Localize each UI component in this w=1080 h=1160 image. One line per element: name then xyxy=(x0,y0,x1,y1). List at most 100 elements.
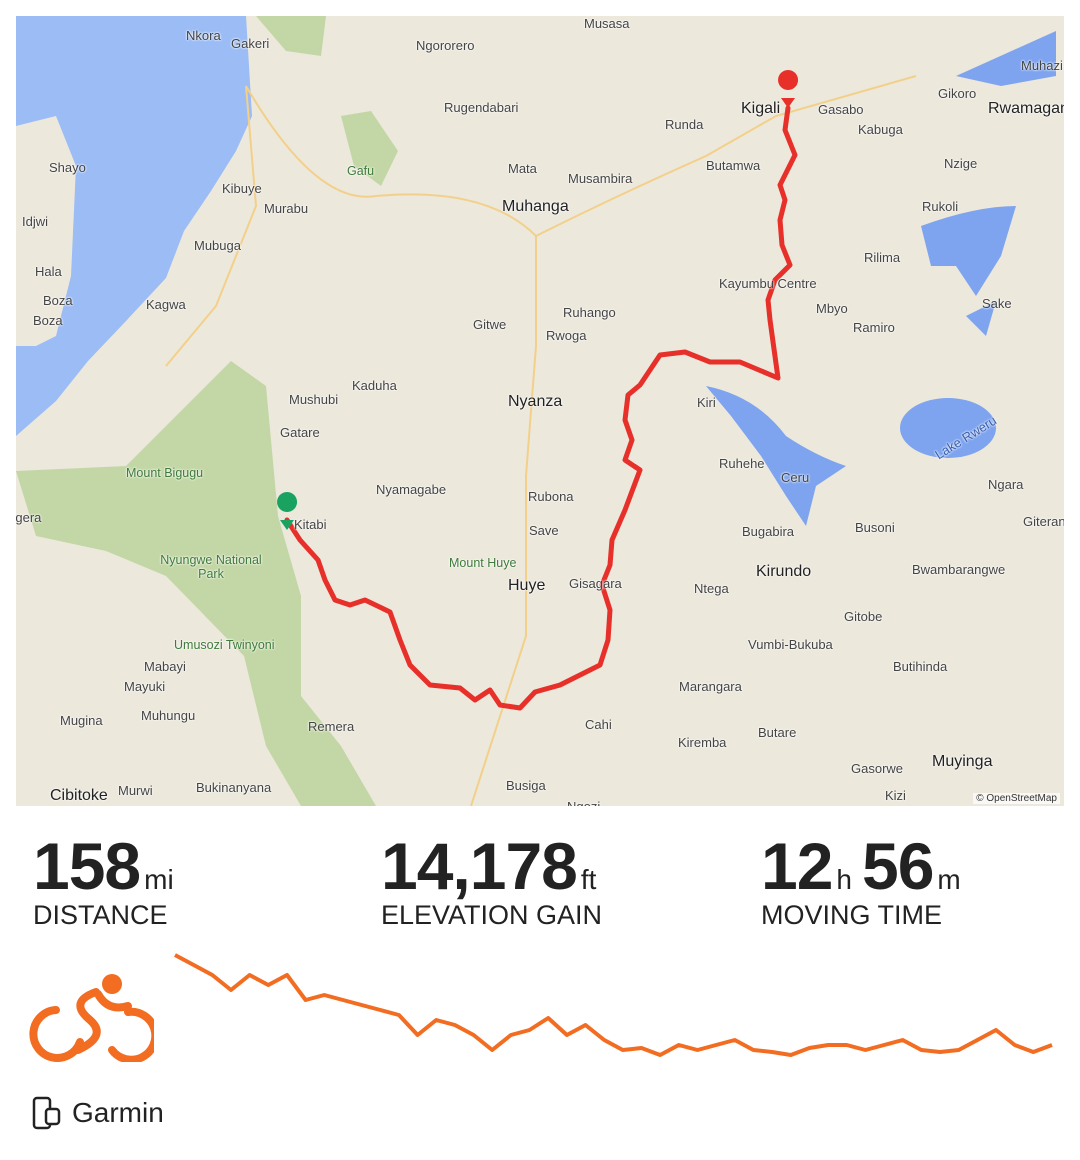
place-label: Muhazi xyxy=(1021,58,1063,73)
place-label: Idjwi xyxy=(22,214,49,229)
place-label: Vumbi-Bukuba xyxy=(748,637,833,652)
place-label: Musasa xyxy=(584,16,630,31)
elevation-line xyxy=(174,953,1053,1057)
lake-kivu xyxy=(16,16,252,436)
place-label: Huye xyxy=(508,577,546,594)
place-label: Rwoga xyxy=(546,328,587,343)
place-label: Rilima xyxy=(864,250,901,265)
place-label: Gitobe xyxy=(844,609,883,624)
lake-muhazi xyxy=(956,31,1056,86)
place-label: Mugina xyxy=(60,713,103,728)
place-label: Hala xyxy=(35,264,62,279)
place-label: Mbyo xyxy=(816,301,848,316)
forest-top xyxy=(256,16,326,56)
elevation-label: ELEVATION GAIN xyxy=(381,900,603,930)
place-label: Ngara xyxy=(988,477,1024,492)
place-label: Umusozi Twinyoni xyxy=(174,638,275,652)
elevation-profile-chart xyxy=(174,953,1053,1057)
place-label: Gatare xyxy=(280,425,320,440)
place-label: Save xyxy=(529,523,559,538)
place-label: Kayumbu Centre xyxy=(719,276,817,291)
lake-kivu-shore-island xyxy=(16,116,76,346)
place-label: Kigali xyxy=(741,100,781,117)
place-label: Giteranyi xyxy=(1023,514,1064,529)
finish-marker-icon[interactable] xyxy=(778,70,799,108)
place-label: Sake xyxy=(982,296,1012,311)
place-label: Gafu xyxy=(347,164,375,178)
moving-time-label: MOVING TIME xyxy=(761,900,943,930)
place-label: Muhanga xyxy=(502,198,569,215)
place-label: Cahi xyxy=(585,717,612,732)
minutes-unit: m xyxy=(937,864,961,895)
place-label: Boza xyxy=(43,293,73,308)
national-park xyxy=(16,361,376,806)
place-label: Nyamagabe xyxy=(376,482,447,497)
lake-small xyxy=(966,301,996,336)
lakes-east xyxy=(706,31,1056,526)
forest-gafu xyxy=(341,111,398,186)
place-label: Cibitoke xyxy=(50,787,108,804)
place-label: Nyanza xyxy=(508,393,563,410)
place-label: Butare xyxy=(758,725,797,740)
map-base xyxy=(16,16,1056,806)
route-map[interactable]: Musasa Nkora Gakeri Ngororero Muhazi Kigali Ga… xyxy=(16,16,1064,806)
road xyxy=(245,85,537,806)
stat-distance: 158 mi DISTANCE xyxy=(33,828,184,931)
place-label: Kizi xyxy=(885,788,906,803)
place-label: Kiri xyxy=(697,395,716,410)
lake-cyohoha xyxy=(706,386,846,526)
place-label: Runda xyxy=(665,117,704,132)
place-label: Butihinda xyxy=(893,659,948,674)
device-info: Garmin xyxy=(32,1096,164,1130)
lake-rilima xyxy=(921,206,1016,296)
place-label: Gikoro xyxy=(938,86,977,101)
place-label: Boza xyxy=(33,313,63,328)
place-label: Busiga xyxy=(506,778,546,793)
place-label: Gisagara xyxy=(569,576,622,591)
cycling-icon xyxy=(29,974,154,1062)
place-label: Ceru xyxy=(781,470,810,485)
place-label: Ramiro xyxy=(853,320,895,335)
place-label: Muyinga xyxy=(932,753,993,770)
place-label: Shayo xyxy=(49,160,86,175)
place-label: Ntega xyxy=(694,581,729,596)
place-label: Bukinanyana xyxy=(196,780,272,795)
place-label: Kiremba xyxy=(678,735,727,750)
place-label: Rwamagana xyxy=(988,100,1064,117)
place-label: Mount Huye xyxy=(449,556,517,570)
place-label: Kibuye xyxy=(222,181,262,196)
place-label: Mount Bigugu xyxy=(126,466,204,480)
distance-value: 158 xyxy=(33,829,141,903)
elevation-unit: ft xyxy=(580,864,597,895)
place-label: Gakeri xyxy=(231,36,270,51)
minutes-value: 56 xyxy=(862,829,934,903)
place-label: Mabayi xyxy=(144,659,186,674)
place-label: Remera xyxy=(308,719,355,734)
place-label: Kaduha xyxy=(352,378,397,393)
place-label: Butamwa xyxy=(706,158,761,173)
place-label: Gitwe xyxy=(473,317,507,332)
place-label: Rugendabari xyxy=(444,100,519,115)
place-label: Marangara xyxy=(679,679,742,694)
road xyxy=(535,75,917,237)
device-name: Garmin xyxy=(72,1097,164,1128)
place-label: Busoni xyxy=(855,520,895,535)
place-label: Mayuki xyxy=(124,679,166,694)
place-label: Kagwa xyxy=(146,297,186,312)
place-label: Kabuga xyxy=(858,122,903,137)
place-label: Kirundo xyxy=(756,563,812,580)
lake-rweru xyxy=(900,398,996,458)
hours-unit: h xyxy=(836,864,852,895)
start-marker-icon[interactable] xyxy=(277,492,298,530)
place-label: Mushubi xyxy=(289,392,339,407)
place-label: Mubuga xyxy=(194,238,241,253)
place-label: Ngera xyxy=(16,510,42,525)
place-label: Ngororero xyxy=(416,38,475,53)
map-attribution[interactable]: © OpenStreetMap xyxy=(973,793,1060,804)
place-label: Muhungu xyxy=(141,708,196,723)
place-label: Rubona xyxy=(528,489,574,504)
place-label: Bwambarangwe xyxy=(912,562,1006,577)
stat-elevation: 14,178 ft ELEVATION GAIN xyxy=(381,828,606,931)
place-label: Murwi xyxy=(118,783,153,798)
place-label: Ngozi xyxy=(567,799,600,806)
